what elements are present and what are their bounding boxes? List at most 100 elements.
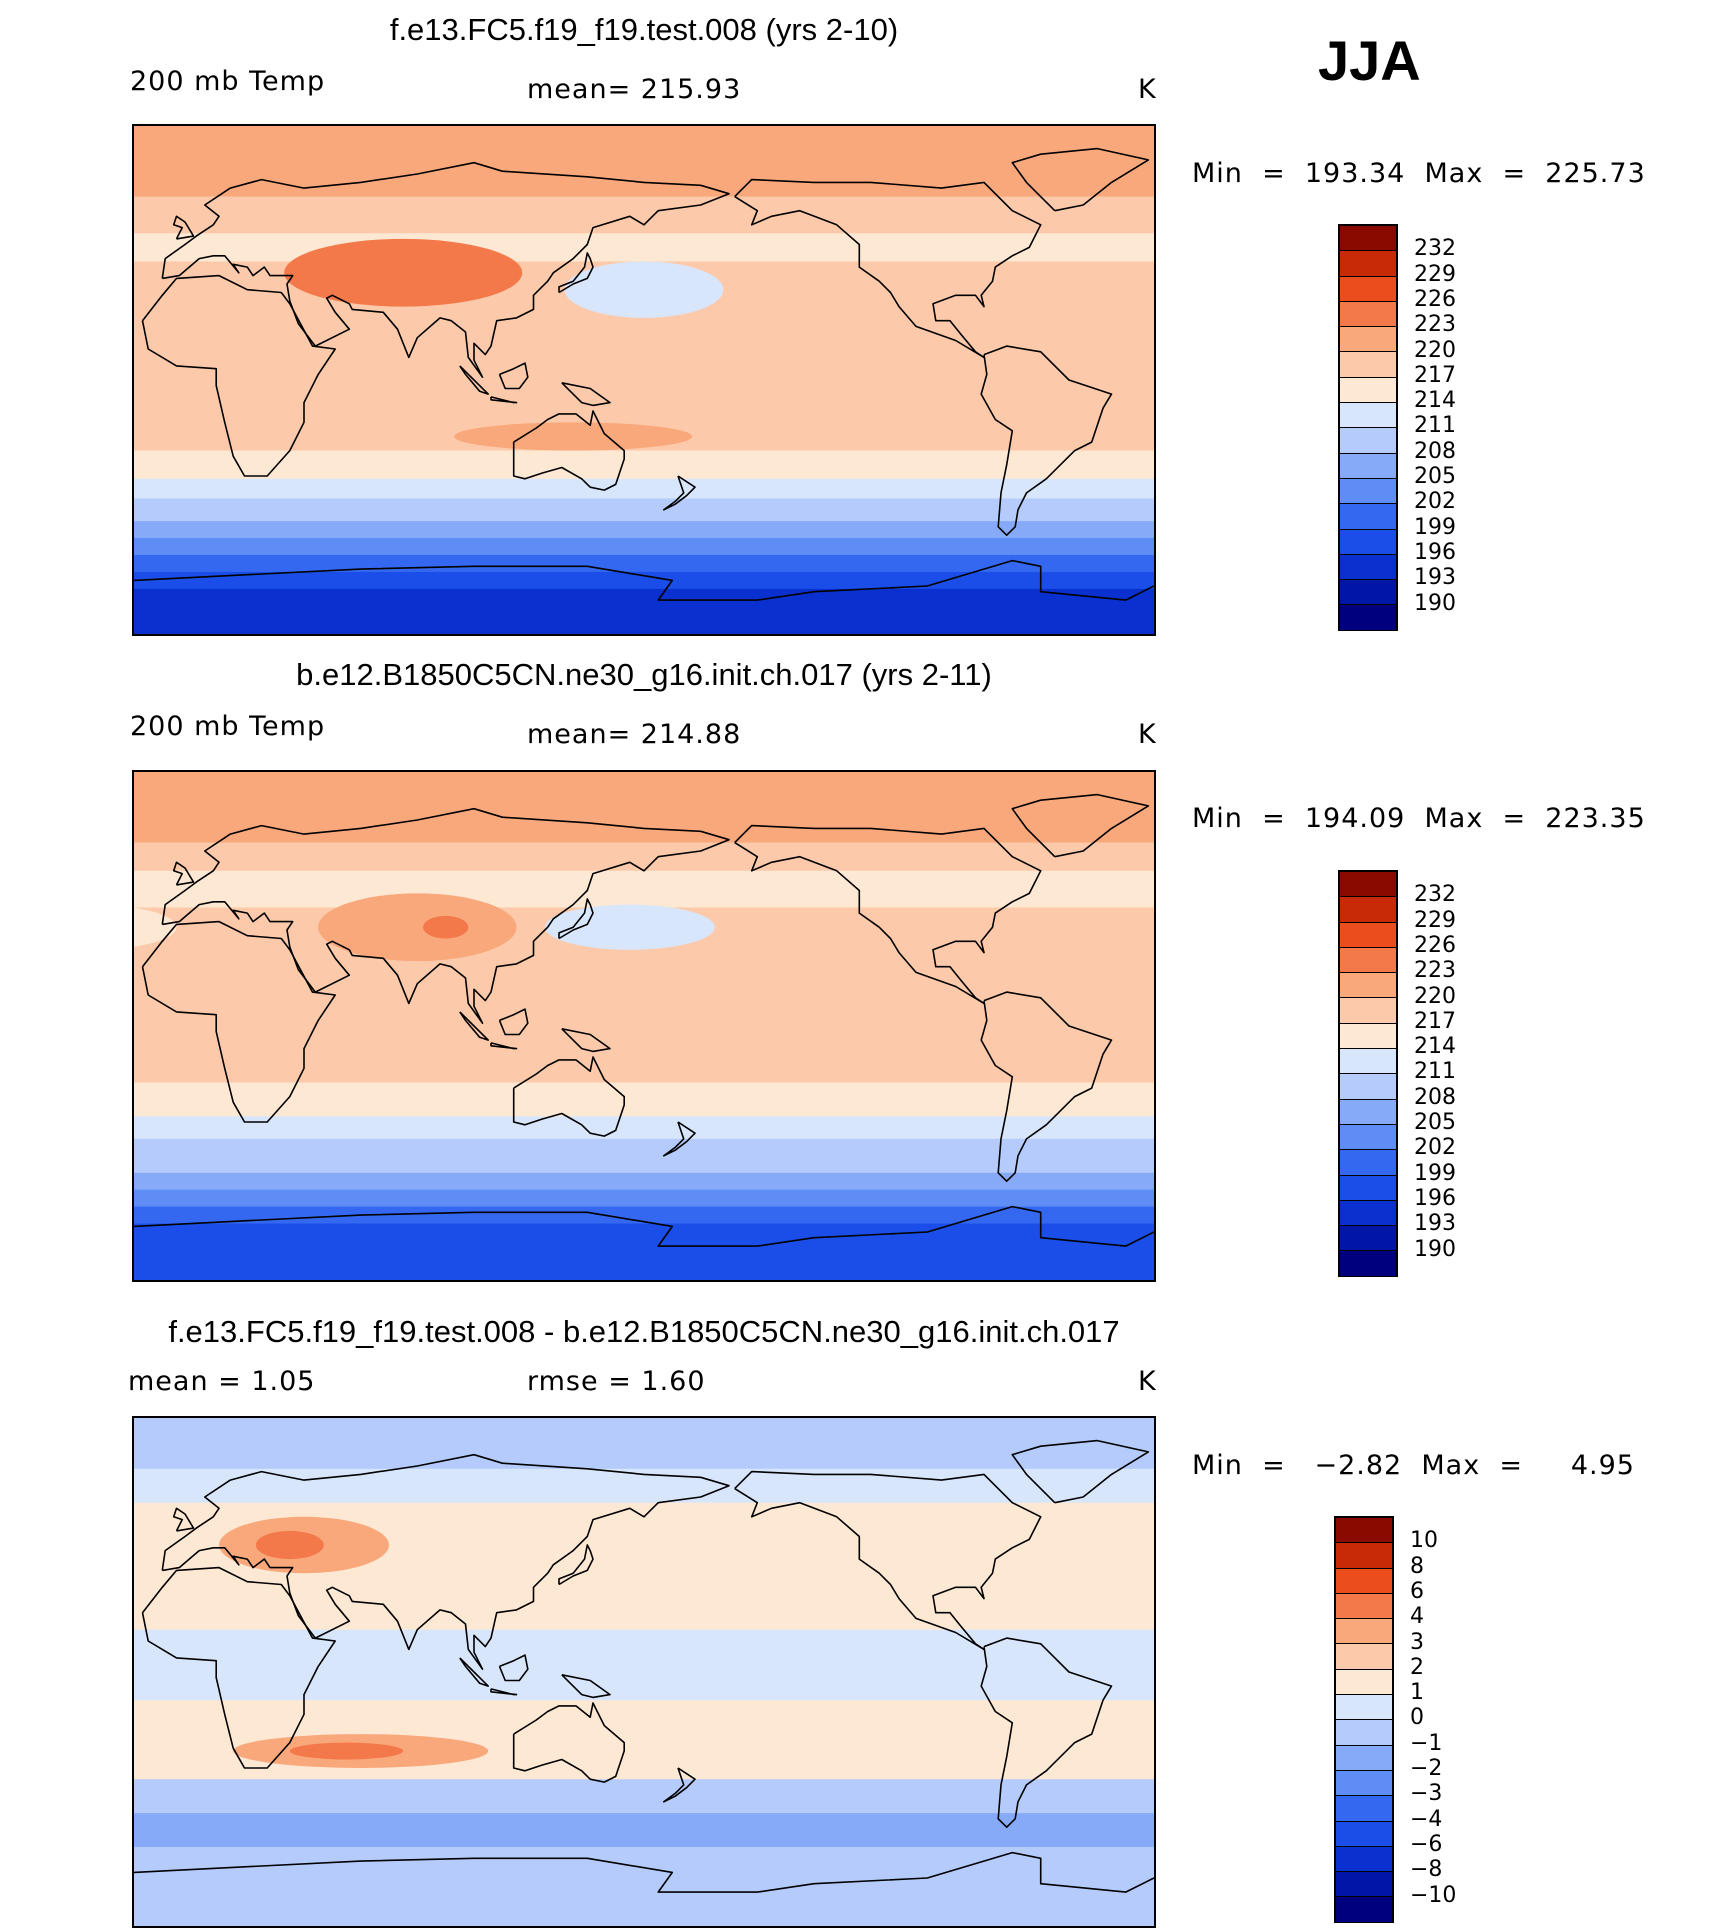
colorbar-tick-label: −8 (1410, 1857, 1443, 1883)
colorbar-swatch (1340, 403, 1396, 429)
colorbar-swatch (1340, 1251, 1396, 1277)
colorbar-tick-label: −3 (1410, 1781, 1443, 1807)
colorbar-swatch (1340, 478, 1396, 505)
field-band-7 (134, 1138, 1154, 1174)
field-band-6 (134, 450, 1154, 480)
panel-3-rmse-label: rmse = 1.60 (527, 1366, 706, 1397)
colorbar-tick-label: 8 (1410, 1553, 1424, 1579)
coastline-10 (734, 178, 1042, 359)
field-band-6 (134, 1116, 1154, 1140)
colorbar-swatch (1340, 605, 1396, 631)
colorbar-tick-label: 223 (1414, 312, 1456, 338)
colorbar-tick-label: −10 (1410, 1882, 1457, 1908)
colorbar-swatches (1338, 870, 1398, 1277)
field-anomaly-3 (289, 1742, 404, 1760)
colorbar-tick-label: 211 (1414, 413, 1456, 439)
field-band-0 (134, 1418, 1154, 1470)
field-band-3 (134, 1587, 1154, 1631)
colorbar-swatch (1340, 251, 1396, 277)
colorbar-tick-label: 199 (1414, 514, 1456, 540)
colorbar-tick-label: −6 (1410, 1831, 1443, 1857)
colorbar-swatch (1340, 1023, 1396, 1050)
colorbar-swatch (1340, 554, 1396, 581)
panel-3-title: f.e13.FC5.f19_f19.test.008 - b.e12.B1850… (168, 1314, 1120, 1349)
panel-3-unit-label: K (1138, 1366, 1157, 1397)
field-band-2 (134, 233, 1154, 262)
colorbar-swatch (1336, 1619, 1392, 1645)
coastline-10 (734, 824, 1042, 1005)
colorbar-tick-label: 226 (1414, 932, 1456, 958)
coastline-6 (490, 1042, 518, 1050)
colorbar-swatch (1336, 1745, 1392, 1771)
colorbar-tick-label: −1 (1410, 1730, 1443, 1756)
colorbar-tick-label: 220 (1414, 983, 1456, 1009)
colorbar-swatch (1336, 1543, 1392, 1569)
coastline-5 (459, 365, 490, 395)
coastline-2 (172, 861, 195, 886)
colorbar-swatch (1336, 1669, 1392, 1696)
colorbar-tick-label: 205 (1414, 464, 1456, 489)
field-band-7 (134, 478, 1154, 500)
panel-2-minmax: Min = 194.09 Max = 223.35 (1192, 803, 1646, 834)
coastline-6 (490, 1688, 518, 1696)
coastline-1 (161, 807, 730, 1024)
panel-1-mean-label: mean= 215.93 (527, 74, 742, 105)
coastline-13 (134, 559, 1154, 601)
colorbar-swatch (1340, 529, 1396, 555)
colorbar-tick-label: 190 (1414, 590, 1456, 616)
colorbar-tick-label: 193 (1414, 565, 1456, 591)
panel-3-mean-label: mean = 1.05 (128, 1366, 316, 1397)
field-anomaly-1 (255, 1530, 324, 1560)
field-band-1 (134, 842, 1154, 872)
colorbar-tick-label: 199 (1414, 1160, 1456, 1186)
field-band-9 (134, 1846, 1154, 1926)
coastline-7 (561, 1674, 611, 1699)
field-anomaly-0 (284, 238, 523, 307)
colorbar-swatches (1338, 224, 1398, 631)
colorbar-swatch (1340, 1099, 1396, 1125)
colorbar-swatch (1336, 1593, 1392, 1620)
coastline-3 (558, 1544, 594, 1586)
field-anomaly-0 (318, 893, 517, 962)
field-band-0 (134, 772, 1154, 844)
field-band-4 (134, 969, 1154, 1083)
field-band-8 (134, 1172, 1154, 1191)
colorbar-tick-label: 208 (1414, 1084, 1456, 1110)
colorbar-tick-label: 2 (1410, 1654, 1424, 1680)
colorbar-tick-label: −4 (1410, 1806, 1443, 1832)
colorbar-tick-label: 211 (1414, 1059, 1456, 1085)
colorbar-swatch (1340, 428, 1396, 454)
colorbar-swatch (1340, 580, 1396, 606)
colorbar-swatch (1340, 453, 1396, 479)
colorbar-tick-label: 0 (1410, 1705, 1424, 1731)
coastline-5 (459, 1011, 490, 1041)
colorbar-tick-label: 229 (1414, 261, 1456, 287)
coastline-12 (980, 345, 1113, 537)
colorbar-swatch (1340, 1226, 1396, 1252)
field-anomaly-2 (454, 422, 693, 451)
coastline-13 (134, 1205, 1154, 1247)
colorbar-swatch (1340, 352, 1396, 378)
colorbar-swatch (1340, 226, 1396, 252)
coastline-8 (512, 410, 626, 491)
field-band-10 (134, 1206, 1154, 1225)
field-band-13 (134, 588, 1154, 634)
coastline-1 (161, 161, 730, 378)
colorbar-swatch (1336, 1644, 1392, 1670)
field-band-8 (134, 498, 1154, 522)
field-band-1 (134, 196, 1154, 234)
coastline-3 (558, 252, 594, 294)
coastline-9 (662, 1121, 696, 1157)
colorbar-tick-label: 232 (1414, 882, 1456, 908)
colorbar-tick-label: 4 (1410, 1604, 1424, 1630)
colorbar-tick-label: 10 (1410, 1528, 1438, 1554)
colorbar-tick-label: 220 (1414, 337, 1456, 363)
panel-1-map (132, 124, 1156, 636)
panel-1-unit-label: K (1138, 74, 1157, 105)
colorbar-swatch (1340, 1049, 1396, 1075)
field-band-11 (134, 1223, 1154, 1280)
field-band-5 (134, 1082, 1154, 1117)
colorbar-swatch (1340, 327, 1396, 353)
colorbar-swatch (1340, 872, 1396, 898)
coastline-7 (561, 1028, 611, 1053)
